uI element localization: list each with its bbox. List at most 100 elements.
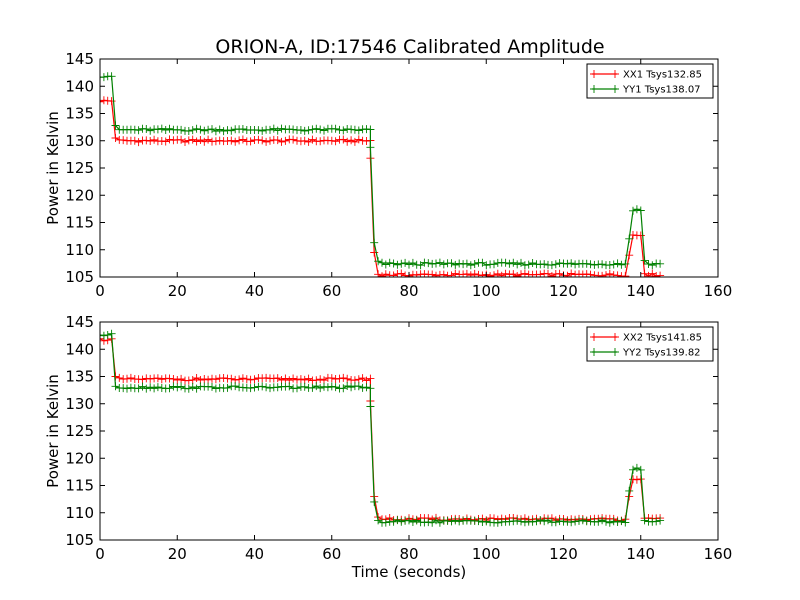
data-point	[374, 257, 383, 266]
legend-marker	[590, 70, 598, 78]
data-point	[428, 270, 437, 277]
data-point	[223, 383, 232, 392]
series-line-2	[100, 332, 661, 524]
data-point	[327, 382, 336, 391]
data-point	[478, 271, 487, 277]
data-point	[107, 329, 116, 338]
data-point	[119, 384, 128, 393]
data-point	[459, 270, 468, 277]
data-point	[609, 517, 618, 526]
data-point	[555, 269, 564, 277]
data-point	[277, 137, 286, 146]
data-point	[103, 331, 112, 339]
data-point	[320, 382, 328, 391]
data-point	[350, 125, 359, 134]
data-point	[397, 517, 406, 526]
data-point	[161, 126, 170, 134]
data-point	[617, 517, 626, 526]
data-point	[343, 382, 352, 390]
data-point	[625, 234, 634, 243]
data-point	[293, 384, 301, 393]
x-tick-label: 100	[472, 545, 501, 563]
data-point	[547, 261, 556, 270]
data-point	[316, 384, 325, 393]
y-tick-label: 105	[65, 531, 94, 549]
data-point	[235, 136, 244, 145]
data-point	[358, 383, 367, 392]
data-point	[281, 136, 290, 145]
data-point	[656, 516, 665, 525]
data-point	[177, 125, 186, 134]
data-point	[331, 137, 340, 146]
data-point	[443, 516, 452, 525]
x-tick-label: 120	[549, 282, 578, 300]
data-point	[517, 258, 525, 267]
data-point	[381, 518, 390, 527]
data-point	[497, 271, 506, 277]
y-tick-label: 120	[65, 449, 94, 467]
data-point	[424, 259, 433, 268]
data-point	[335, 374, 344, 383]
data-point	[370, 497, 379, 506]
data-point	[277, 124, 286, 133]
data-point	[486, 272, 495, 277]
data-point	[134, 126, 143, 135]
data-point	[636, 206, 645, 215]
data-point	[462, 259, 471, 268]
data-point	[211, 375, 220, 384]
x-tick-label: 60	[322, 545, 341, 563]
data-point	[567, 269, 576, 277]
top-panel: 0 20 40 60 80 100 120 140 160 105 110 115 120 125 130 1…	[44, 50, 732, 300]
data-point	[200, 126, 209, 135]
series-group	[100, 329, 665, 527]
data-point	[184, 384, 193, 393]
data-point	[567, 518, 576, 527]
y-tick-label: 115	[65, 477, 94, 495]
data-point	[153, 383, 162, 392]
data-point	[378, 258, 386, 267]
data-point	[339, 126, 348, 135]
data-point	[490, 260, 498, 269]
x-tick-label: 120	[549, 545, 578, 563]
data-point	[157, 124, 166, 133]
data-point	[289, 374, 298, 383]
data-point	[327, 374, 336, 383]
data-point	[308, 135, 317, 144]
x-tick-label: 80	[399, 545, 418, 563]
y-tick-label: 110	[65, 241, 94, 259]
data-point	[605, 261, 614, 269]
data-point	[196, 136, 205, 144]
data-point	[177, 135, 186, 144]
data-point	[204, 135, 213, 144]
data-point	[501, 269, 510, 277]
data-point	[432, 271, 440, 277]
data-point	[293, 375, 301, 384]
data-point	[111, 121, 120, 130]
data-point	[401, 258, 410, 267]
data-point	[219, 374, 228, 382]
legend-box	[586, 326, 714, 362]
data-point	[184, 136, 193, 145]
data-point	[184, 376, 193, 385]
data-point	[100, 73, 108, 82]
data-point	[540, 517, 549, 526]
data-point	[582, 259, 591, 268]
data-point	[204, 375, 213, 384]
data-point	[323, 383, 332, 392]
data-point	[389, 517, 398, 526]
data-point	[640, 269, 649, 277]
data-point	[231, 137, 240, 146]
series-line-1	[100, 99, 661, 277]
data-point	[451, 269, 460, 277]
data-point	[208, 374, 216, 383]
data-point	[200, 137, 209, 146]
legend-marker	[611, 348, 619, 356]
data-point	[397, 259, 406, 268]
data-point	[208, 125, 216, 134]
data-point	[389, 259, 398, 268]
x-tick-label: 20	[168, 545, 187, 563]
data-point	[435, 518, 444, 527]
data-point	[590, 260, 599, 269]
